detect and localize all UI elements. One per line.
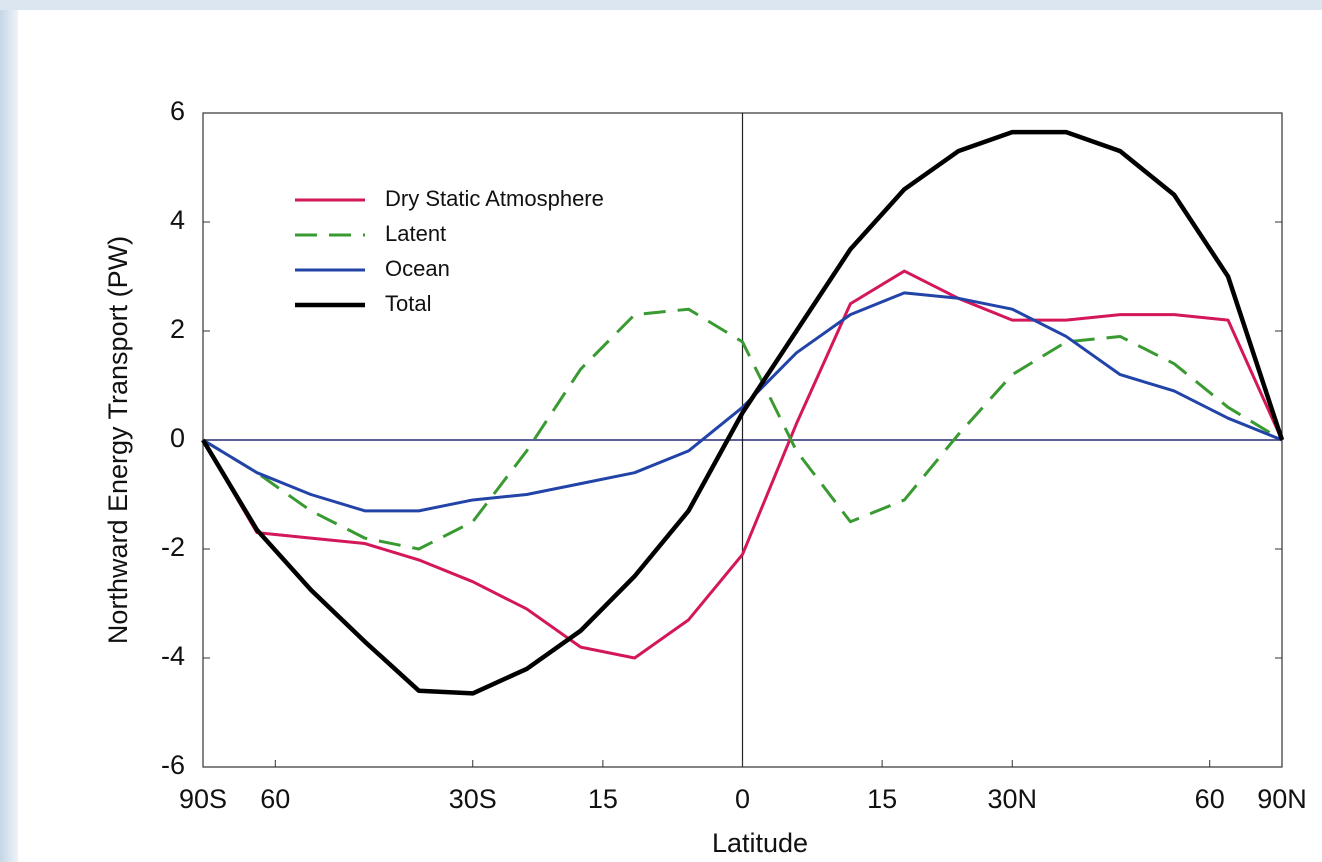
y-tick-label: 2 xyxy=(170,314,185,344)
x-axis-label: Latitude xyxy=(712,828,808,858)
x-tick-label: 90N xyxy=(1257,784,1307,814)
top-edge xyxy=(0,0,1322,10)
series-line xyxy=(202,307,1283,551)
x-tick-label: 60 xyxy=(1195,784,1225,814)
x-tick-label: 30S xyxy=(449,784,497,814)
y-tick-label: -6 xyxy=(161,750,185,780)
legend-label: Latent xyxy=(385,221,446,246)
x-tick-label: 90S xyxy=(179,784,227,814)
series-line xyxy=(201,129,1285,696)
x-tick-label: 15 xyxy=(867,784,897,814)
y-tick-label: -2 xyxy=(161,532,185,562)
x-tick-label: 60 xyxy=(260,784,290,814)
series-line xyxy=(201,269,1284,660)
y-tick-label: 6 xyxy=(170,96,185,126)
series-line xyxy=(202,291,1283,513)
legend-label: Total xyxy=(385,291,431,316)
y-tick-label: 0 xyxy=(170,423,185,453)
y-tick-label: -4 xyxy=(161,641,185,671)
x-tick-label: 30N xyxy=(987,784,1037,814)
x-tick-label: 15 xyxy=(588,784,618,814)
legend-label: Ocean xyxy=(385,256,450,281)
y-axis-label: Northward Energy Transport (PW) xyxy=(103,236,133,644)
left-edge xyxy=(0,0,18,862)
y-tick-label: 4 xyxy=(170,205,185,235)
legend-label: Dry Static Atmosphere xyxy=(385,186,604,211)
x-tick-label: 0 xyxy=(735,784,750,814)
